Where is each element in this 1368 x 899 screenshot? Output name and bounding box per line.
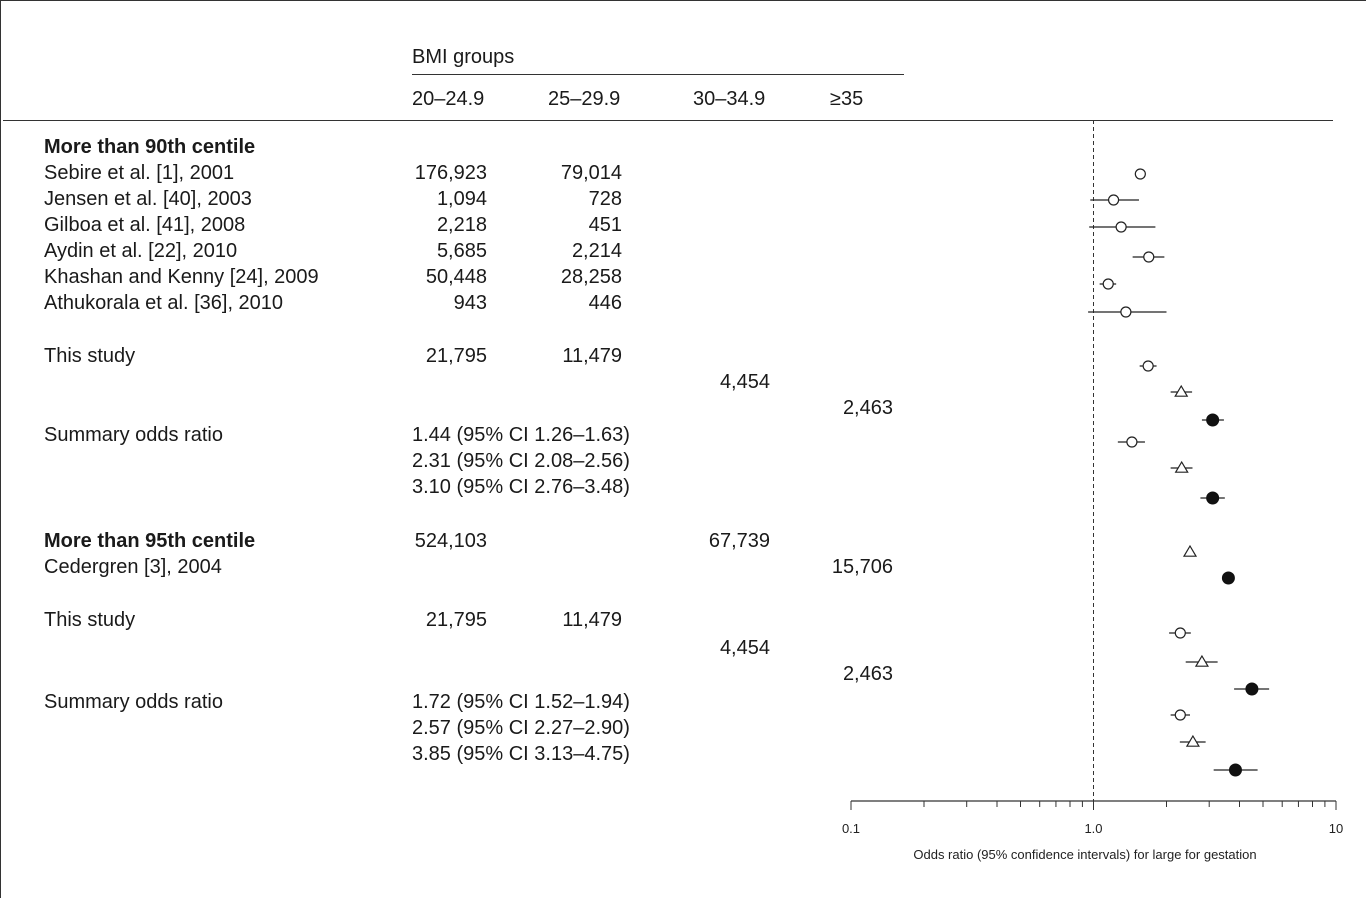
- value-cell: 728: [588, 188, 622, 210]
- value-cell: 524,103: [414, 530, 487, 552]
- summary-line: 1.44 (95% CI 1.26–1.63): [412, 424, 630, 446]
- x-tick-label: 1.0: [1084, 821, 1102, 836]
- value-cell: 11,479: [562, 345, 622, 367]
- summary-line: 2.31 (95% CI 2.08–2.56): [412, 450, 630, 472]
- value-cell: 446: [588, 292, 622, 314]
- study-label: Aydin et al. [22], 2010: [44, 240, 238, 262]
- summary-line: 1.72 (95% CI 1.52–1.94): [412, 691, 630, 713]
- point-open-circle: [1142, 360, 1154, 372]
- value-cell: 4,454: [719, 637, 770, 659]
- point-open-circle: [1102, 278, 1114, 290]
- study-label: Athukorala et al. [36], 2010: [44, 292, 284, 314]
- value-cell: 4,454: [719, 371, 770, 393]
- summary-label: Summary odds ratio: [44, 424, 223, 446]
- point-open-circle: [1134, 168, 1146, 180]
- point-open-circle: [1126, 436, 1138, 448]
- summary-line: 2.57 (95% CI 2.27–2.90): [412, 717, 630, 739]
- value-cell: 2,463: [842, 397, 893, 419]
- value-cell: 50,448: [425, 266, 487, 288]
- this-study-label: This study: [44, 345, 136, 367]
- value-cell: 1,094: [436, 188, 487, 210]
- col-header-20-24.9: 20–24.9: [412, 88, 485, 110]
- value-cell: 28,258: [560, 266, 622, 288]
- value-cell: 5,685: [436, 240, 487, 262]
- this-study-label: This study: [44, 609, 136, 631]
- value-cell: 21,795: [425, 345, 487, 367]
- col-header-30-34.9: 30–34.9: [693, 88, 766, 110]
- point-open-triangle: [1194, 654, 1209, 667]
- summary-line: 3.85 (95% CI 3.13–4.75): [412, 743, 630, 765]
- header-bottom-rule: [3, 120, 1333, 121]
- col-header-25-29.9: 25–29.9: [548, 88, 621, 110]
- study-label: Sebire et al. [1], 2001: [44, 162, 235, 184]
- value-cell: 176,923: [414, 162, 487, 184]
- col-header-35plus: ≥35: [830, 88, 864, 110]
- point-open-circle: [1174, 709, 1186, 721]
- point-open-triangle: [1185, 734, 1200, 747]
- point-open-triangle: [1174, 460, 1189, 473]
- value-cell: 21,795: [425, 609, 487, 631]
- point-open-triangle: [1174, 384, 1189, 397]
- value-cell: 943: [453, 292, 487, 314]
- study-label: Gilboa et al. [41], 2008: [44, 214, 246, 236]
- value-cell: 2,463: [842, 663, 893, 685]
- point-filled-circle: [1221, 571, 1235, 585]
- point-open-circle: [1115, 221, 1127, 233]
- value-cell: 79,014: [560, 162, 622, 184]
- point-filled-circle: [1206, 491, 1220, 505]
- value-cell: 67,739: [708, 530, 770, 552]
- point-open-triangle: [1182, 544, 1198, 557]
- study-label: Khashan and Kenny [24], 2009: [44, 266, 319, 288]
- study-label: Cedergren [3], 2004: [44, 556, 222, 578]
- point-open-circle: [1174, 627, 1186, 639]
- study-label: Jensen et al. [40], 2003: [44, 188, 252, 210]
- x-tick-label: 10: [1329, 821, 1343, 836]
- section-title-90th: More than 90th centile: [44, 136, 256, 158]
- header-group-rule: [412, 74, 904, 75]
- bmi-groups-title: BMI groups: [412, 46, 515, 68]
- summary-label: Summary odds ratio: [44, 691, 223, 713]
- point-open-circle: [1120, 306, 1132, 318]
- point-filled-circle: [1228, 763, 1242, 777]
- x-tick-label: 0.1: [842, 821, 860, 836]
- point-open-circle: [1143, 251, 1155, 263]
- section-title-95th: More than 95th centile: [44, 530, 256, 552]
- point-filled-circle: [1206, 413, 1220, 427]
- point-filled-circle: [1245, 682, 1259, 696]
- value-cell: 2,214: [571, 240, 622, 262]
- value-cell: 451: [588, 214, 622, 236]
- value-cell: 2,218: [436, 214, 487, 236]
- summary-line: 3.10 (95% CI 2.76–3.48): [412, 476, 630, 498]
- point-open-circle: [1107, 194, 1120, 206]
- value-cell: 11,479: [562, 609, 622, 631]
- value-cell: 15,706: [831, 556, 893, 578]
- x-axis-label: Odds ratio (95% confidence intervals) fo…: [913, 847, 1256, 862]
